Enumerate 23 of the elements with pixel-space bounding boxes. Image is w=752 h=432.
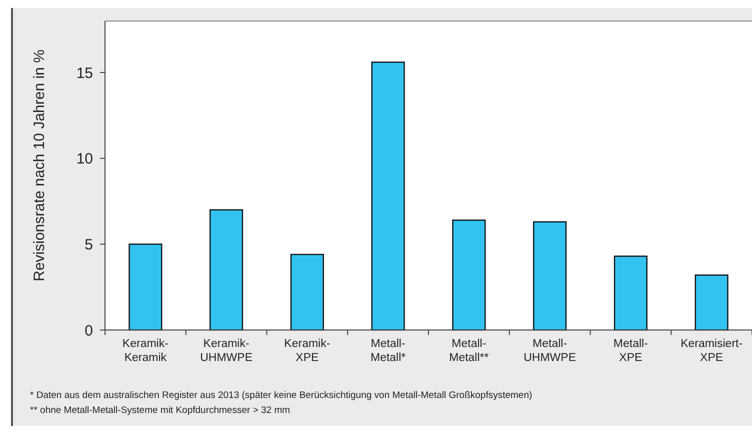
bar [694,274,728,331]
bar [614,256,648,331]
y-tick-label: 5 [84,236,93,254]
x-tick-label: Metall- XPE [613,338,648,364]
x-tick-label: Keramik- XPE [284,338,330,364]
bar [371,62,405,331]
x-tick-label: Metall- UHMWPE [524,338,576,364]
x-tick-label: Metall- Metall** [449,338,490,364]
x-tick-label: Keramik- UHMWPE [200,338,253,364]
y-tick-label: 10 [76,150,93,168]
bar [290,254,324,331]
bar [128,244,162,331]
bar [533,221,567,331]
x-tick-label: Keramisiert- XPE [680,338,743,364]
y-axis-title: Revisionsrate nach 10 Jahren in % [31,50,48,282]
text: ** ohne Metall-Metall-Systeme mit Kopfdurchmesser > 32 mm [30,405,290,416]
text: * Daten aus dem australischen Register aus 2013 (später keine Berücksichtigung von Metall-Metall Großkopfsystemen) [30,390,532,401]
y-tick-label: 0 [84,322,93,340]
x-tick-label: Metall- Metall* [370,338,406,364]
bar [210,209,244,331]
bar [452,220,486,331]
y-tick-label: 15 [76,64,93,82]
x-tick-label: Keramik- Keramik [122,338,169,364]
